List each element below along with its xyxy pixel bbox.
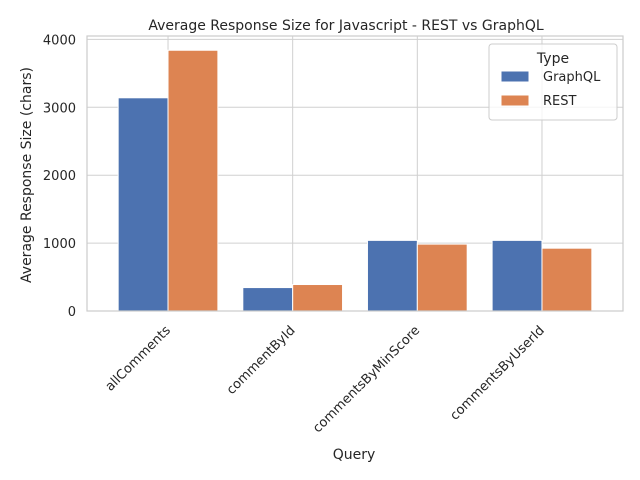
x-tick-label: commentsByUserId <box>447 323 547 423</box>
plot-frame <box>86 35 624 312</box>
chart-title: Average Response Size for Javascript - R… <box>148 18 544 34</box>
bar-graphql-commentsByMinScore <box>366 239 418 312</box>
legend-label-rest: REST <box>543 94 576 109</box>
bars <box>117 49 593 312</box>
legend: Type GraphQL REST <box>488 43 618 121</box>
y-tick-label: 4000 <box>43 33 76 48</box>
x-tick-labels: allComments commentById commentsByMinScore… <box>103 323 548 436</box>
y-tick-label: 1000 <box>43 237 76 252</box>
bar-rest-allComments <box>167 49 219 312</box>
y-axis-label: Average Response Size (chars) <box>19 67 35 283</box>
bar-graphql-commentsByUserId <box>491 239 543 312</box>
bar-rest-commentsByMinScore <box>416 243 468 312</box>
legend-swatch-rest <box>500 94 530 107</box>
y-tick-label: 0 <box>68 305 76 320</box>
legend-swatch-graphql <box>500 70 530 83</box>
bar-graphql-commentById <box>242 287 294 312</box>
legend-label-graphql: GraphQL <box>543 70 601 85</box>
x-tick-label: commentById <box>224 323 299 398</box>
x-axis-label: Query <box>333 447 376 463</box>
x-tick-label: allComments <box>103 323 174 394</box>
bar-graphql-allComments <box>117 97 169 312</box>
legend-title: Type <box>536 51 569 67</box>
y-tick-labels: 0 1000 2000 3000 4000 <box>43 33 76 320</box>
bar-rest-commentsByUserId <box>541 247 593 312</box>
bar-rest-commentById <box>292 284 344 312</box>
y-tick-label: 3000 <box>43 101 76 116</box>
axes <box>86 35 624 312</box>
x-tick-label: commentsByMinScore <box>310 323 423 436</box>
y-tick-label: 2000 <box>43 169 76 184</box>
